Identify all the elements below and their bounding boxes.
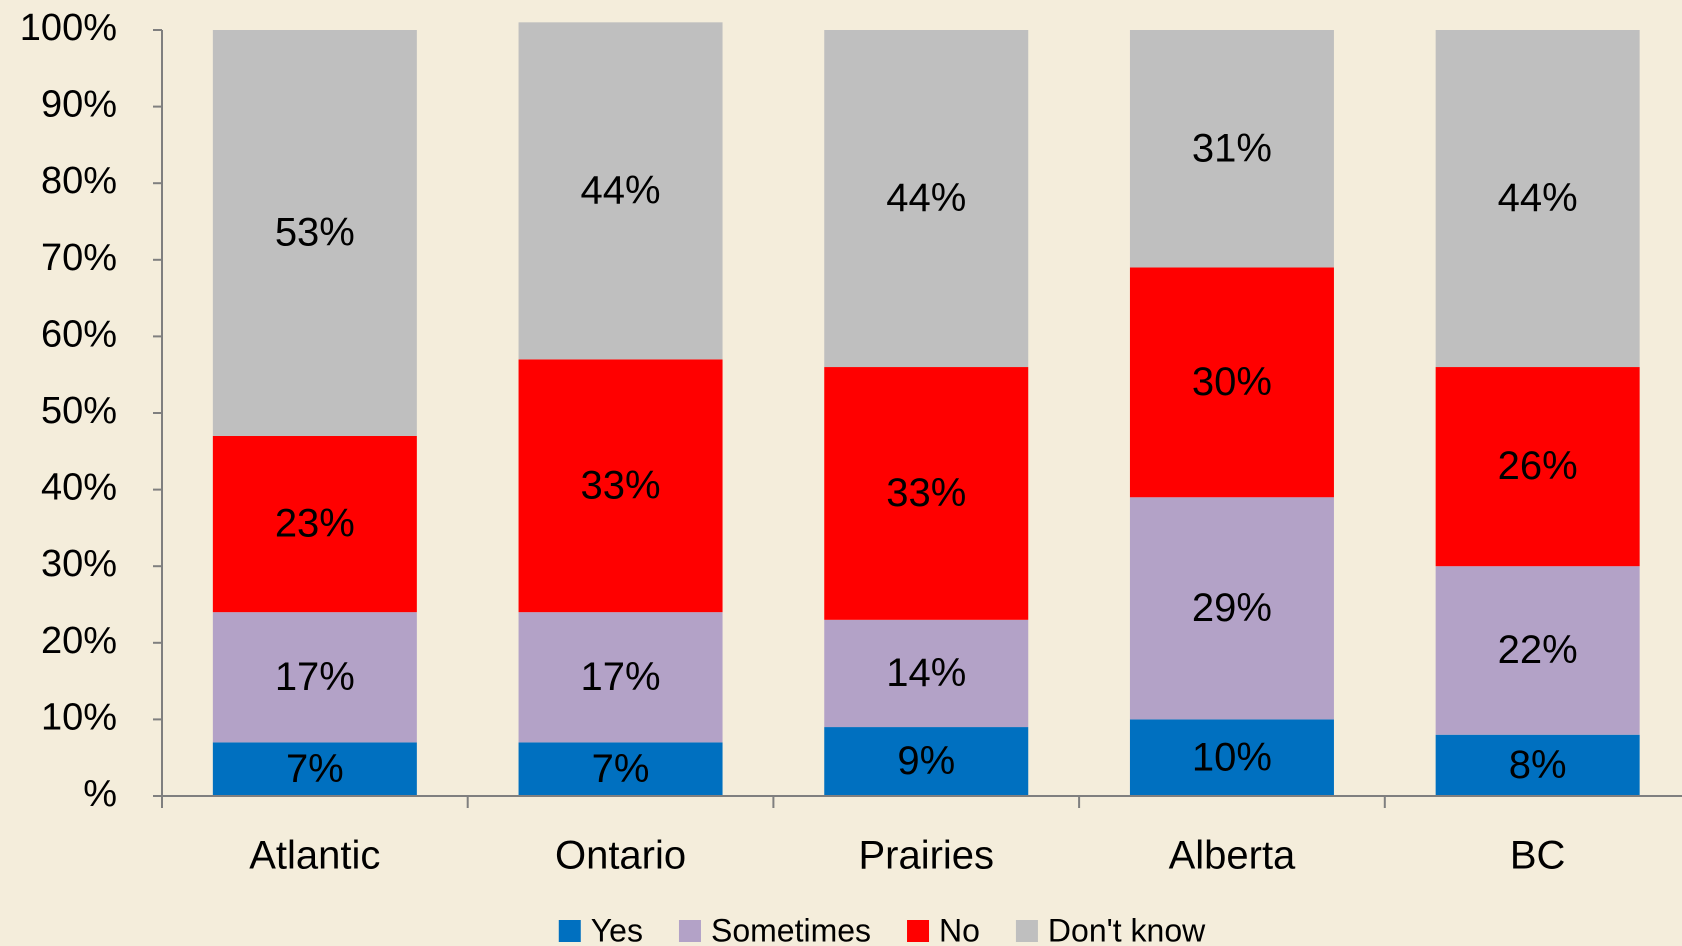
data-label: 14% (886, 651, 966, 695)
data-label: 30% (1192, 360, 1272, 404)
bar-segment (518, 359, 723, 613)
data-label: 33% (581, 463, 661, 507)
y-tick-label: 70% (41, 237, 117, 279)
data-label: 22% (1498, 628, 1578, 672)
y-tick-label: 10% (41, 696, 117, 738)
legend-label: Yes (591, 912, 643, 946)
y-tick-label: 40% (41, 467, 117, 509)
bar-segment (1129, 497, 1334, 720)
y-tick-label: % (83, 773, 117, 815)
y-tick-label: 20% (41, 620, 117, 662)
data-label: 44% (1498, 176, 1578, 220)
data-label: 10% (1192, 735, 1272, 779)
data-label: 7% (592, 747, 650, 791)
x-tick-label: Ontario (555, 834, 686, 878)
legend-swatch (558, 920, 581, 942)
bar-segment (1435, 30, 1640, 368)
bar-segment (1435, 367, 1640, 567)
x-tick-label: BC (1510, 834, 1566, 878)
bar-segment (212, 435, 417, 613)
data-label: 9% (897, 739, 955, 783)
data-label: 8% (1509, 743, 1567, 787)
bar-segment (212, 30, 417, 436)
data-label: 23% (275, 502, 355, 546)
data-label: 29% (1192, 586, 1272, 630)
bar-segment (518, 742, 723, 796)
x-tick-label: Alberta (1169, 834, 1296, 878)
bar-segment (824, 30, 1029, 368)
data-label: 17% (581, 655, 661, 699)
y-tick-label: 80% (41, 160, 117, 202)
bar-segment (518, 22, 723, 360)
bar-segment (1129, 267, 1334, 498)
y-tick-label: 50% (41, 390, 117, 432)
bar-segment (1435, 566, 1640, 735)
legend-swatch (907, 920, 930, 942)
legend-label: Don't know (1048, 912, 1206, 946)
bar-segment (212, 742, 417, 796)
x-tick-label: Prairies (858, 834, 994, 878)
data-label: 7% (286, 747, 344, 791)
legend-swatch (678, 920, 701, 942)
bar-segment (1129, 719, 1334, 796)
y-tick-label: 60% (41, 313, 117, 355)
data-label: 26% (1498, 444, 1578, 488)
bar-segment (518, 612, 723, 743)
data-label: 31% (1192, 126, 1272, 170)
bar-segment (1435, 734, 1640, 796)
data-label: 17% (275, 655, 355, 699)
data-label: 53% (275, 211, 355, 255)
legend-label: No (939, 912, 980, 946)
data-label: 33% (886, 471, 966, 515)
data-label: 44% (581, 168, 661, 212)
data-label: 44% (886, 176, 966, 220)
y-tick-label: 90% (41, 84, 117, 126)
bar-segment (824, 367, 1029, 620)
legend-label: Sometimes (711, 912, 871, 946)
bar-segment (1129, 30, 1334, 268)
y-tick-label: 30% (41, 543, 117, 585)
legend-swatch (1015, 920, 1038, 942)
y-tick-label: 100% (20, 7, 117, 49)
x-tick-label: Atlantic (249, 834, 380, 878)
bar-segment (824, 619, 1029, 728)
bar-segment (212, 612, 417, 743)
bar-segment (824, 727, 1029, 796)
